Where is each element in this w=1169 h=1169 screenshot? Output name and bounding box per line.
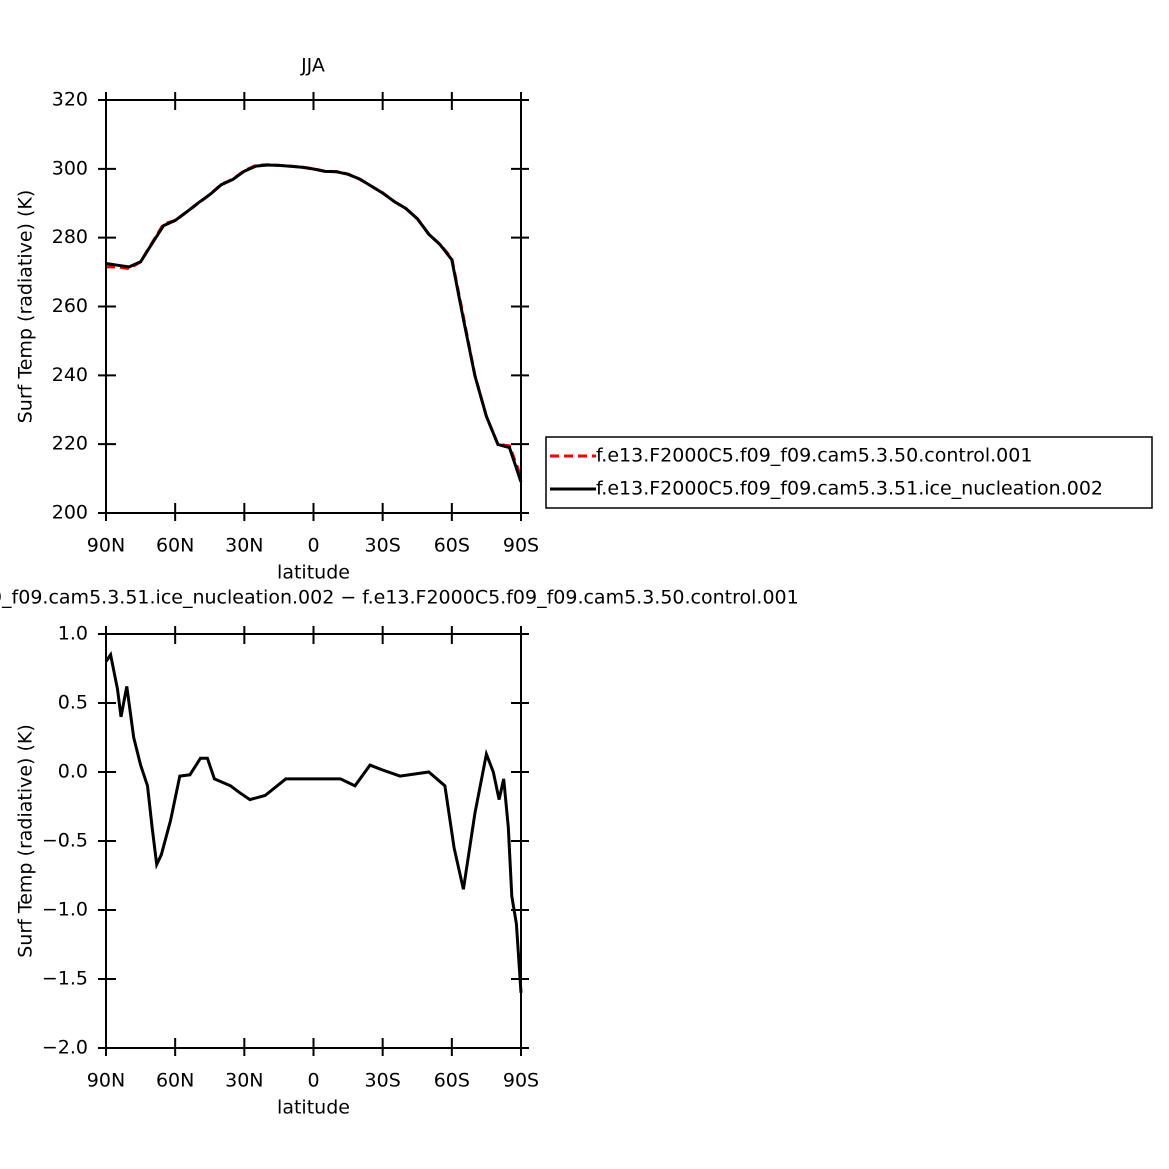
y-tick-label: 200 — [52, 502, 88, 524]
plot-frame — [105, 633, 522, 1049]
y-axis-label: Surf Temp (radiative) (K) — [15, 724, 37, 958]
y-tick-label: 260 — [52, 295, 88, 317]
x-tick-label: 30N — [225, 1070, 263, 1092]
x-tick-label: 90S — [503, 535, 539, 557]
plot-frame — [105, 99, 522, 514]
legend-label: f.e13.F2000C5.f09_f09.cam5.3.51.ice_nucl… — [596, 478, 1103, 500]
series-line — [104, 650, 523, 993]
chart-title: f.e13.F2000C5.f09_f09.cam5.3.51.ice_nucl… — [0, 587, 799, 609]
series-line — [105, 163, 523, 483]
x-tick-label: 60S — [434, 1070, 470, 1092]
x-tick-label: 0 — [307, 1070, 319, 1092]
y-tick-label: −2.0 — [42, 1037, 88, 1059]
y-tick-label: −1.0 — [42, 899, 88, 921]
series-line — [106, 163, 523, 478]
chart-title: JJA — [300, 55, 325, 77]
y-tick-label: 240 — [52, 364, 88, 386]
x-tick-label: 60N — [156, 535, 194, 557]
y-tick-label: −1.5 — [42, 968, 88, 990]
y-tick-label: 0.5 — [58, 692, 88, 714]
x-tick-label: 30S — [365, 535, 401, 557]
y-tick-label: −0.5 — [42, 830, 88, 852]
y-axis-label: Surf Temp (radiative) (K) — [15, 190, 37, 424]
x-tick-label: 90N — [87, 535, 125, 557]
legend-box — [545, 436, 1153, 509]
legend-label: f.e13.F2000C5.f09_f09.cam5.3.50.control.… — [596, 445, 1032, 467]
x-tick-label: 30N — [225, 535, 263, 557]
y-tick-label: 280 — [52, 226, 88, 248]
x-tick-label: 30S — [365, 1070, 401, 1092]
y-tick-label: 0.0 — [58, 761, 88, 783]
x-tick-label: 90N — [87, 1070, 125, 1092]
y-tick-label: 1.0 — [58, 623, 88, 645]
x-tick-label: 0 — [307, 535, 319, 557]
x-axis-label: latitude — [277, 562, 350, 584]
y-tick-label: 220 — [52, 433, 88, 455]
x-tick-label: 60S — [434, 535, 470, 557]
x-axis-label: latitude — [277, 1097, 350, 1119]
x-tick-label: 60N — [156, 1070, 194, 1092]
y-tick-label: 320 — [52, 89, 88, 111]
x-tick-label: 90S — [503, 1070, 539, 1092]
y-tick-label: 300 — [52, 157, 88, 179]
